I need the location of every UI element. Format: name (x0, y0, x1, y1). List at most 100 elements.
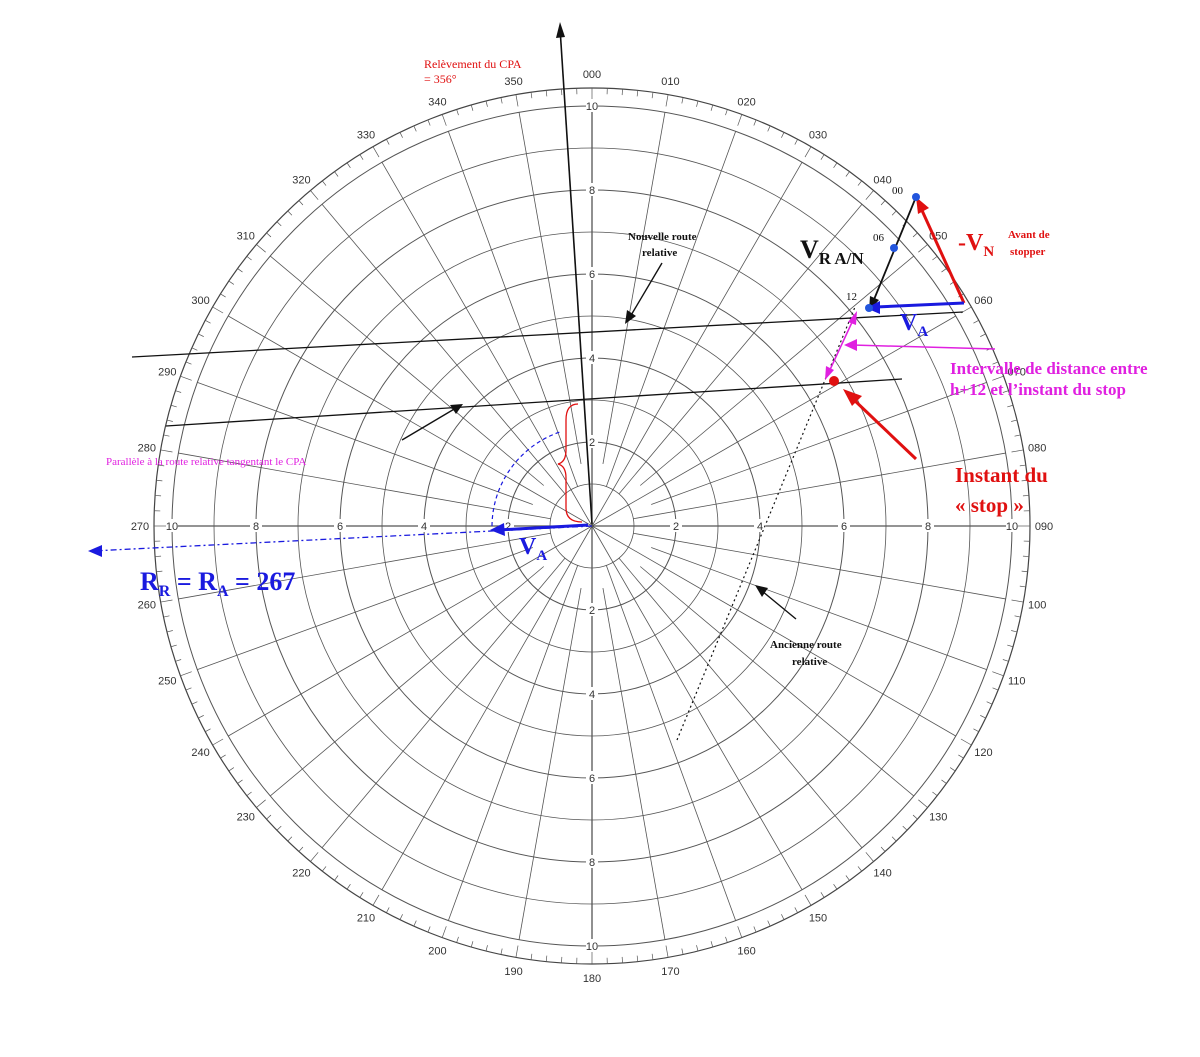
compass-tick (310, 190, 319, 200)
compass-tick (794, 907, 798, 913)
compass-tick (399, 914, 403, 920)
bearing-label: 060 (974, 295, 992, 307)
compass-tick (880, 846, 886, 852)
va-label-right: VA (900, 310, 928, 340)
parallel-note: Parallèle à la route relative tangentant… (106, 456, 306, 468)
compass-tick (166, 419, 173, 422)
compass-tick (1002, 659, 1009, 662)
compass-tick (941, 779, 947, 784)
compass-tick (359, 154, 364, 160)
new-route-line-lower (165, 378, 903, 427)
parallel-pointer (401, 407, 457, 441)
bearing-label: 170 (661, 966, 679, 978)
compass-tick (485, 100, 488, 107)
compass-tick (681, 948, 684, 955)
compass-tick (175, 659, 182, 662)
radial-line (447, 565, 579, 921)
old-route-label-2: relative (792, 656, 827, 668)
compass-tick (865, 852, 874, 862)
radial-line (197, 547, 533, 671)
compass-tick (158, 464, 165, 467)
compass-tick (212, 738, 224, 746)
bearing-label: 240 (191, 747, 209, 759)
compass-tick (833, 883, 838, 890)
compass-tick (804, 894, 812, 906)
compass-tick (246, 791, 252, 796)
compass-tick (636, 90, 639, 97)
new-route-label-2: relative (642, 247, 677, 259)
compass-tick (220, 754, 226, 759)
stop-label: Instant du (955, 463, 1048, 487)
compass-tick (1011, 630, 1018, 633)
new-route-line-upper (131, 311, 964, 358)
new-route-label: Nouvelle route (628, 231, 697, 243)
interval-arrow-bottom (825, 366, 834, 380)
compass-tick (359, 892, 364, 898)
compass-tick (1011, 449, 1024, 453)
compass-tick (1021, 479, 1028, 482)
compass-tick (163, 434, 170, 437)
compass-tick (310, 852, 319, 862)
bearing-label: 320 (292, 175, 310, 187)
compass-tick (156, 479, 163, 482)
compass-tick (932, 791, 938, 796)
compass-tick (515, 94, 519, 107)
compass-tick (992, 361, 999, 365)
compass-tick (820, 154, 825, 160)
range-label: 6 (589, 269, 595, 281)
va-vector-origin (497, 523, 589, 532)
bearing-label: 030 (809, 130, 827, 142)
compass-tick (276, 221, 282, 227)
bearing-label: 000 (583, 69, 601, 81)
bearing-label: 310 (237, 230, 255, 242)
radial-line (197, 381, 533, 505)
bearing-label: 100 (1028, 599, 1046, 611)
compass-tick (794, 139, 798, 145)
bearing-label: 290 (158, 366, 176, 378)
compass-tick (880, 200, 886, 206)
interval-pointer-head (844, 339, 857, 351)
compass-tick (372, 894, 380, 906)
compass-tick (857, 180, 862, 186)
compass-tick (156, 570, 163, 573)
range-label: 8 (589, 857, 595, 869)
stop-pointer-head (843, 389, 862, 406)
compass-tick (820, 892, 825, 898)
compass-tick (287, 836, 293, 842)
va-label-center: VA (519, 534, 547, 564)
bearing-label: 260 (138, 599, 156, 611)
range-label-bg (586, 855, 598, 868)
compass-tick (1019, 464, 1026, 467)
radial-line (321, 557, 566, 848)
compass-tick (441, 114, 447, 126)
compass-tick (960, 738, 972, 746)
compass-tick (175, 390, 182, 393)
compass-tick (185, 361, 192, 365)
vr-label: VR A/N (800, 235, 864, 268)
annotations: Relèvement du CPA = 356° Nouvelle route … (106, 57, 1148, 668)
compass-tick (322, 180, 327, 186)
compass-tick (441, 926, 447, 938)
point-12 (865, 304, 873, 312)
compass-tick (170, 404, 177, 408)
range-label-bg (754, 519, 766, 532)
compass-tick (891, 836, 897, 842)
interval-label: Intervalle de distance entre (950, 359, 1148, 378)
compass-tick (767, 920, 771, 927)
point-00 (912, 193, 920, 201)
bearing-label: 080 (1028, 443, 1046, 455)
range-label: 4 (589, 353, 595, 365)
radial-line (591, 525, 956, 737)
compass-tick (992, 687, 999, 691)
compass-tick (1007, 404, 1014, 408)
rr-equation: RR = RA = 267 (140, 567, 295, 600)
radial-line (605, 131, 737, 487)
bearing-label: 270 (131, 521, 149, 533)
range-label: 4 (589, 689, 595, 701)
range-label: 2 (673, 521, 679, 533)
compass-tick (665, 945, 669, 958)
before-stop-label-2: stopper (1010, 246, 1046, 258)
va-origin-arrowhead (490, 523, 505, 536)
bearing-label: 300 (191, 295, 209, 307)
compass-tick (636, 955, 639, 962)
